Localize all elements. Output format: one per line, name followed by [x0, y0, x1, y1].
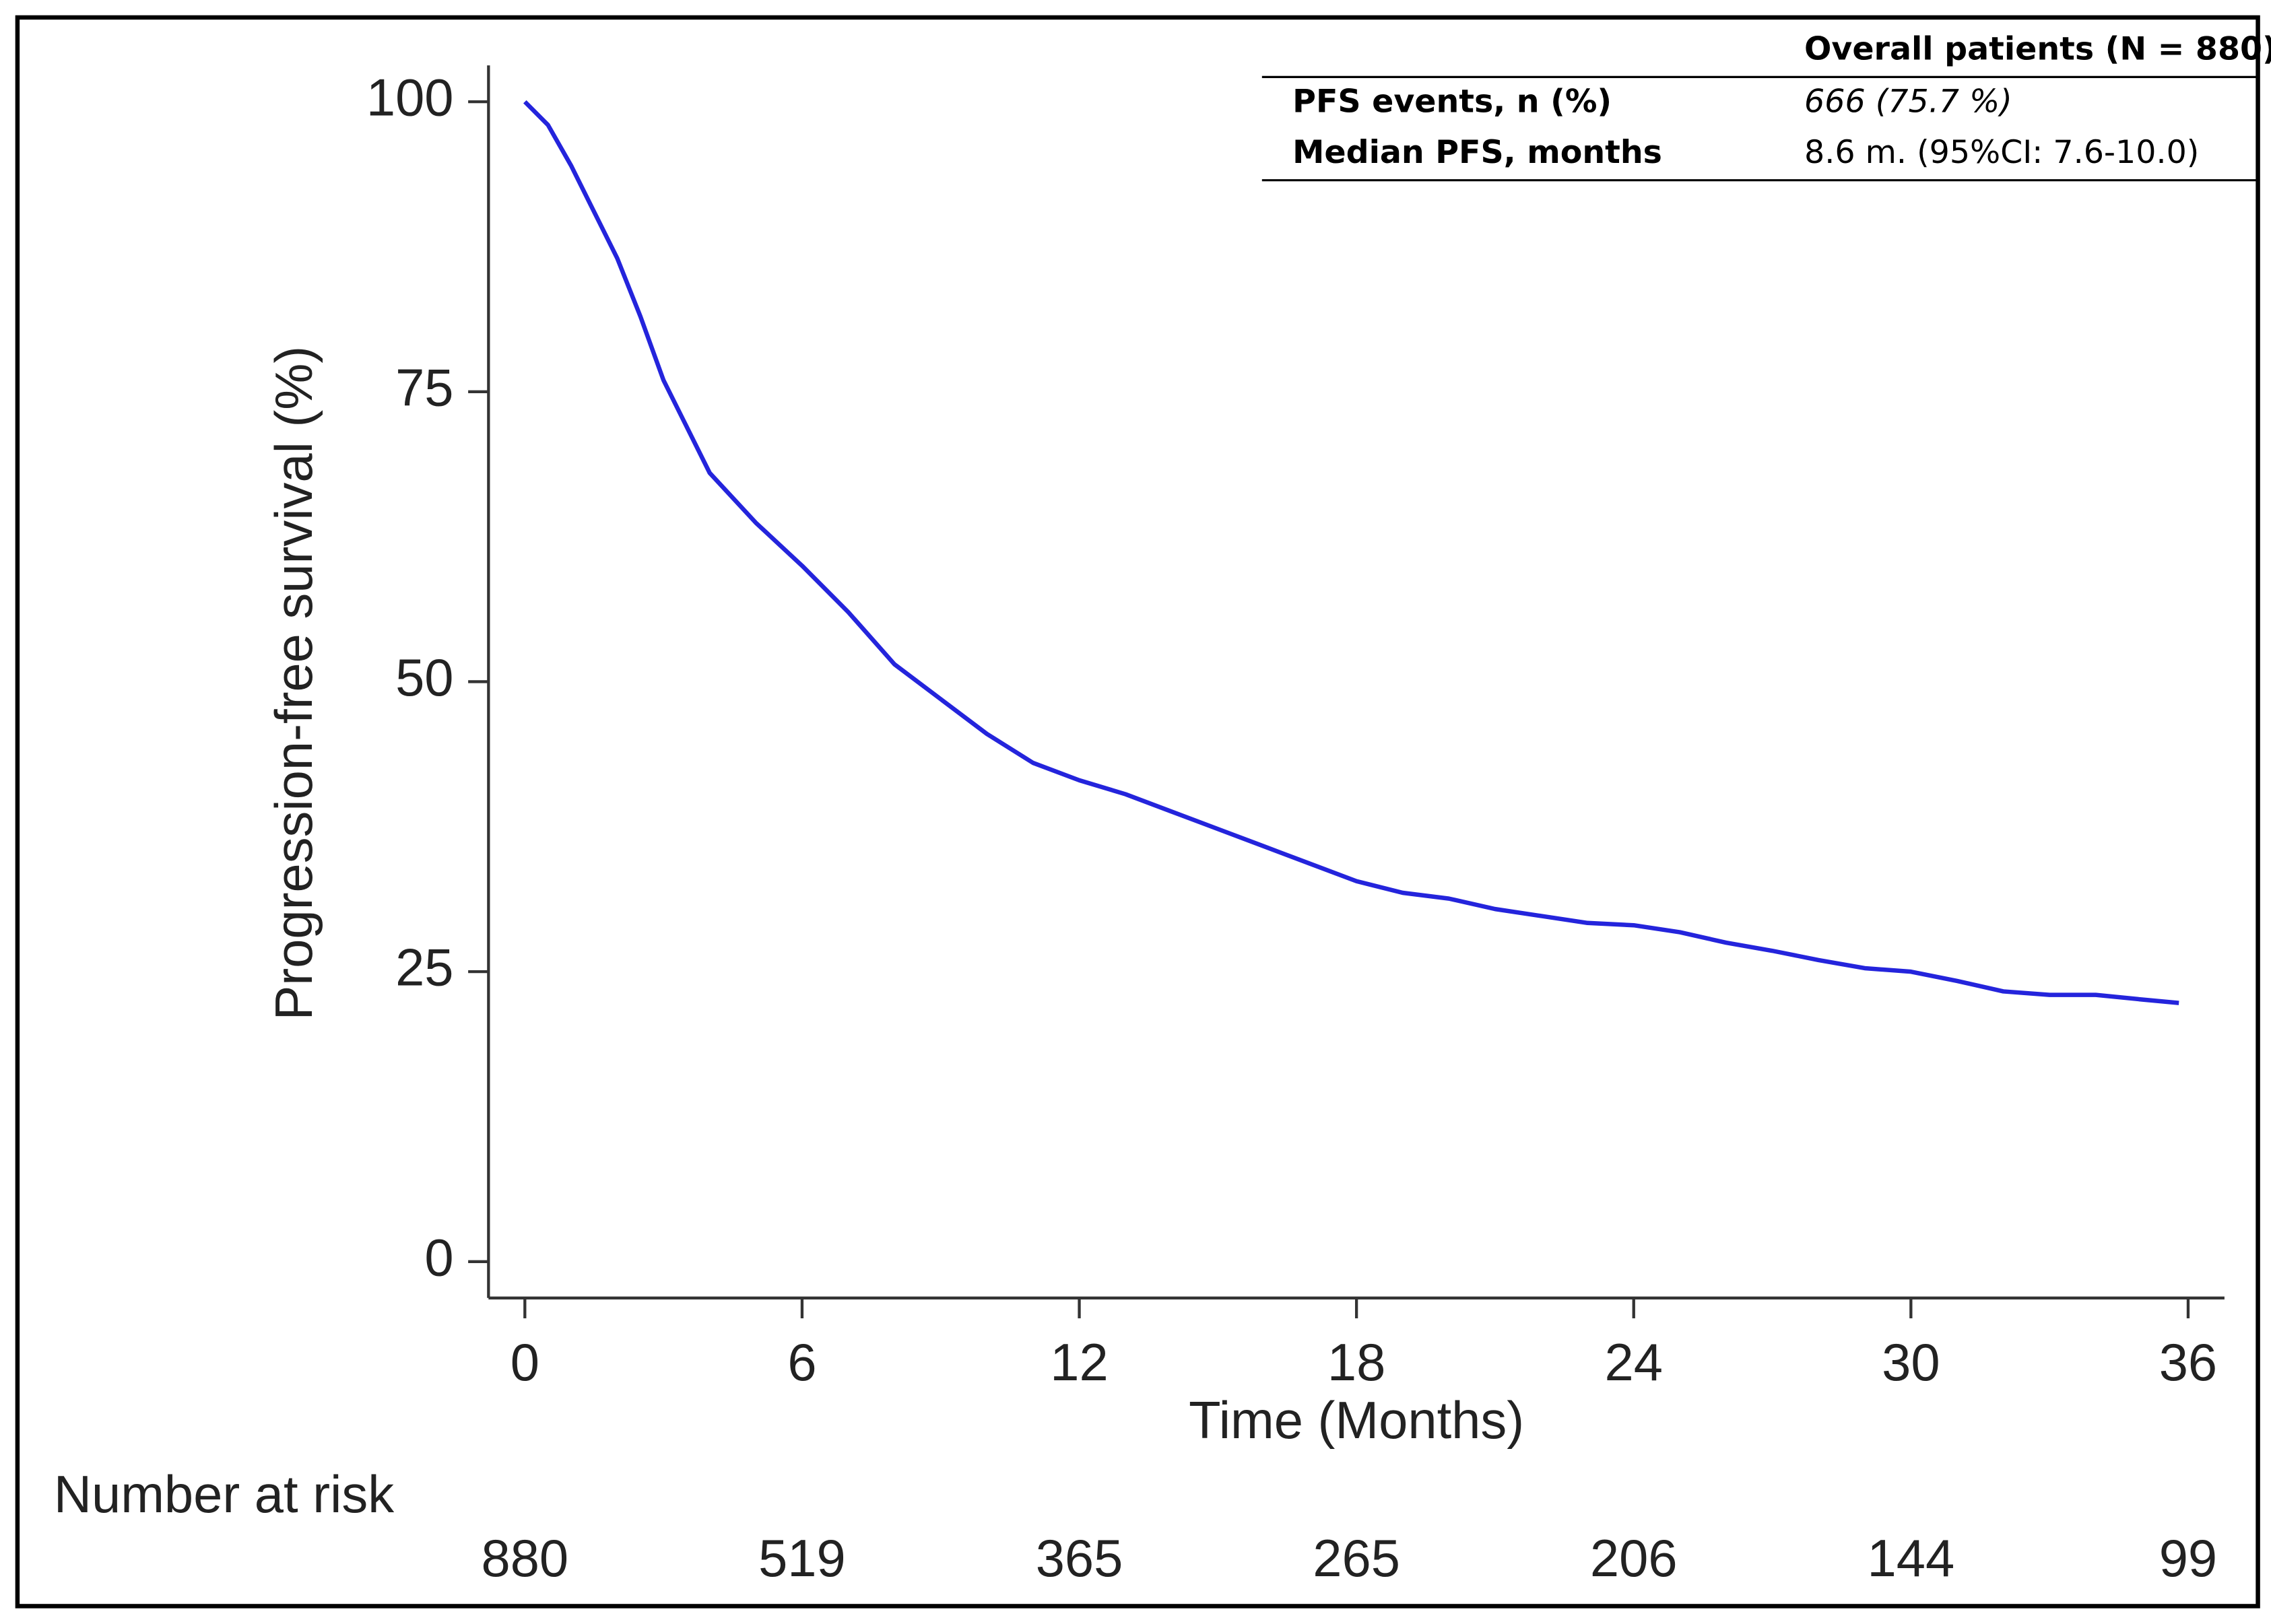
x-tick-label: 18 — [1327, 1334, 1385, 1392]
x-tick-label: 36 — [2159, 1334, 2217, 1392]
x-axis-label: Time (Months) — [1189, 1392, 1524, 1450]
table-cell: 666 (75.7 %) — [1804, 83, 2012, 120]
table-cell: 8.6 m. (95%CI: 7.6-10.0) — [1804, 134, 2199, 171]
risk-count: 265 — [1313, 1530, 1400, 1588]
survival-curve — [523, 100, 2179, 1005]
risk-count: 99 — [2159, 1530, 2217, 1588]
table-cell: PFS events, n (%) — [1292, 83, 1612, 120]
x-tick-label: 6 — [787, 1334, 816, 1392]
x-tick-label: 12 — [1050, 1334, 1108, 1392]
y-tick-label: 75 — [395, 359, 453, 417]
risk-count: 880 — [481, 1530, 568, 1588]
risk-count: 519 — [758, 1530, 846, 1588]
table-header: Overall patients (N = 880) — [1804, 31, 2271, 68]
risk-count: 365 — [1036, 1530, 1123, 1588]
y-tick-label: 50 — [395, 649, 453, 707]
table-cell: Median PFS, months — [1292, 134, 1662, 171]
x-tick-label: 0 — [511, 1334, 539, 1392]
frame — [15, 15, 2260, 1609]
y-tick-label: 100 — [366, 69, 454, 127]
x-tick-label: 24 — [1605, 1334, 1663, 1392]
risk-count: 144 — [1868, 1530, 1955, 1588]
risk-title: Number at risk — [54, 1466, 394, 1524]
y-axis-label: Progression-free survival (%) — [265, 346, 323, 1021]
y-tick-label: 25 — [395, 939, 453, 997]
x-tick-label: 30 — [1882, 1334, 1940, 1392]
risk-count: 206 — [1590, 1530, 1678, 1588]
y-tick-label: 0 — [424, 1229, 453, 1287]
